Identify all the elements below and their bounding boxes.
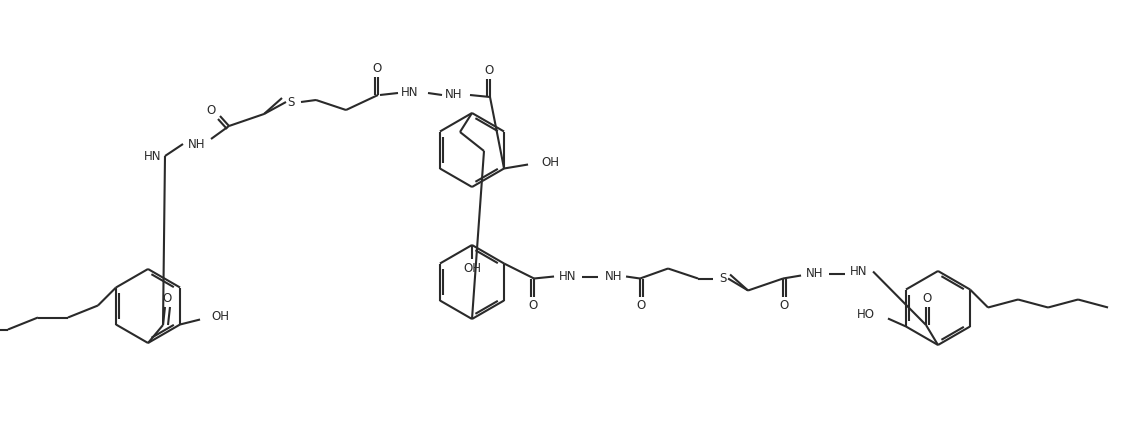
Text: HN: HN [851, 265, 868, 278]
Text: NH: NH [445, 89, 463, 101]
Text: O: O [529, 299, 538, 312]
Text: O: O [372, 61, 381, 75]
Text: NH: NH [188, 138, 206, 150]
Text: O: O [637, 299, 646, 312]
Text: O: O [923, 291, 932, 305]
Text: HN: HN [559, 270, 577, 283]
Text: HN: HN [144, 150, 161, 162]
Text: HO: HO [856, 308, 875, 321]
Text: O: O [206, 104, 215, 116]
Text: OH: OH [542, 156, 559, 169]
Text: O: O [163, 291, 172, 305]
Text: OH: OH [211, 310, 229, 323]
Text: O: O [484, 63, 493, 77]
Text: S: S [287, 95, 294, 109]
Text: O: O [780, 299, 789, 312]
Text: NH: NH [606, 270, 623, 283]
Text: S: S [719, 272, 727, 285]
Text: HN: HN [401, 86, 419, 100]
Text: OH: OH [463, 262, 481, 276]
Text: NH: NH [806, 267, 823, 280]
